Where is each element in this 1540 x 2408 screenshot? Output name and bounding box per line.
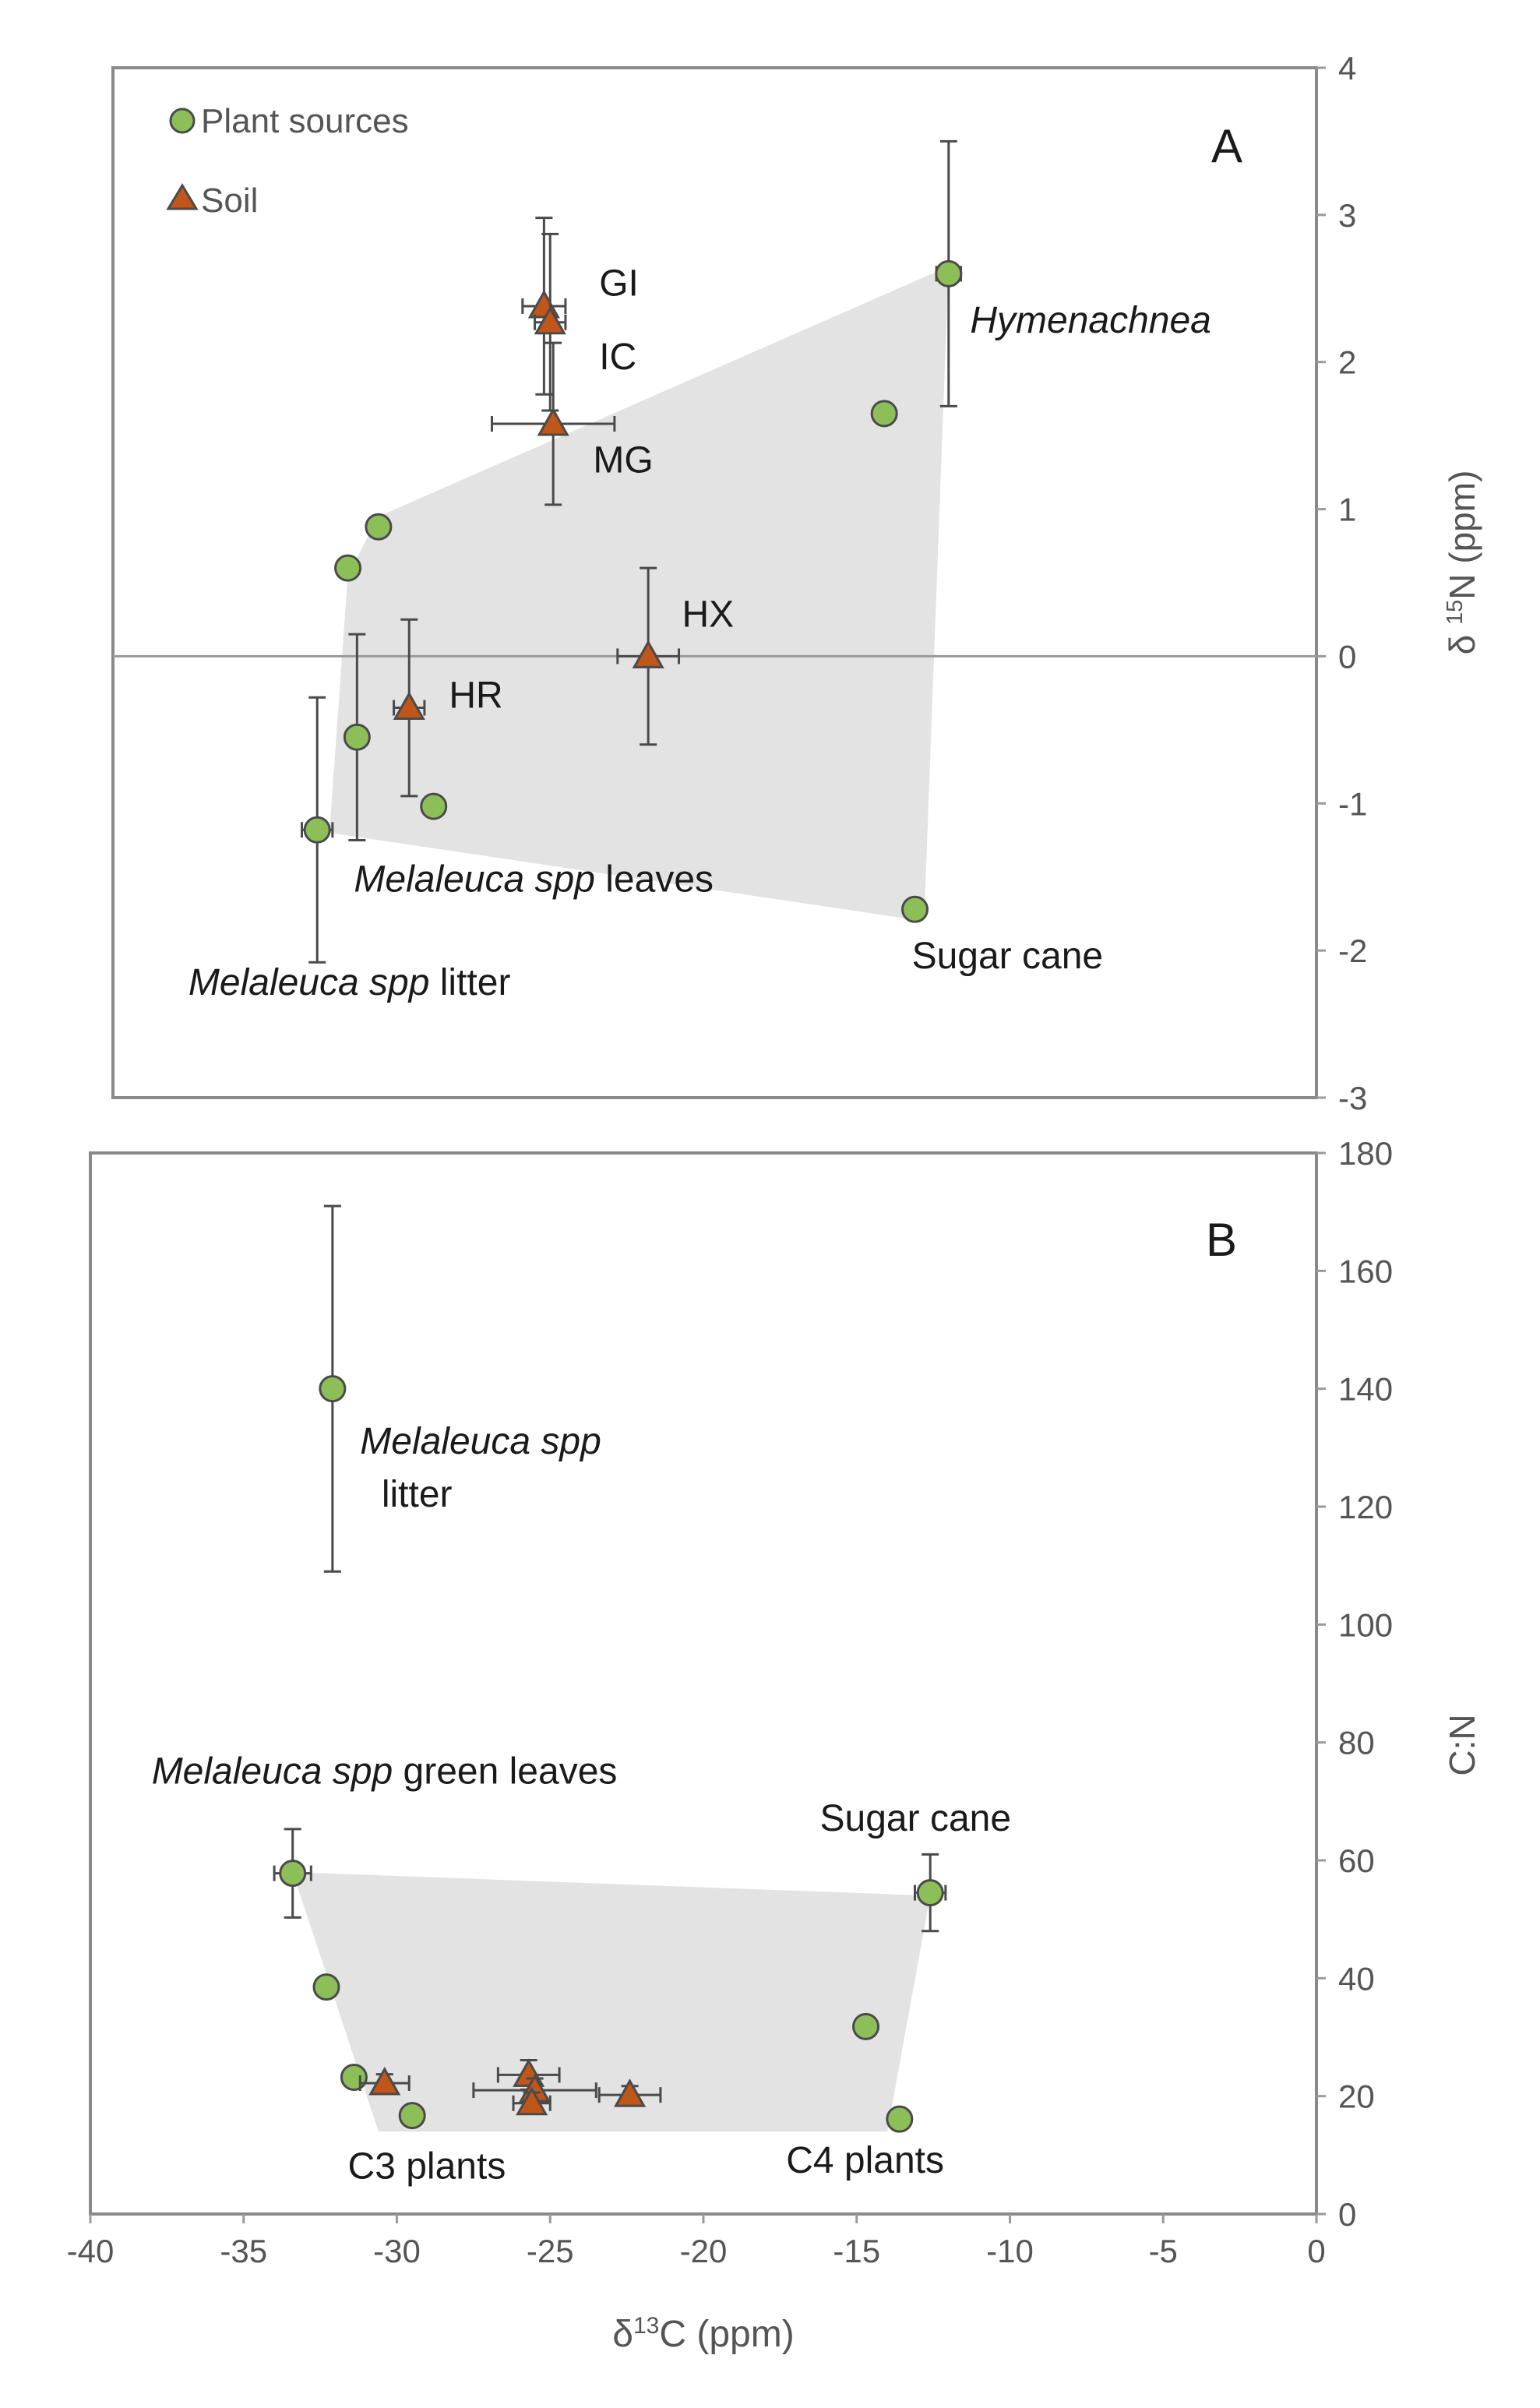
soil-point — [516, 2086, 548, 2116]
soil-point — [393, 691, 425, 721]
annotation-label: litter — [382, 1474, 453, 1515]
y-tick-label-a: 2 — [1338, 344, 1356, 381]
annotation-label: Melaleuca spp — [360, 1421, 601, 1462]
y-tick-label-b: 60 — [1338, 1842, 1375, 1879]
x-tick-label: -40 — [67, 2233, 115, 2269]
panel-b-label: B — [1206, 1214, 1237, 1266]
panel-a-frame — [111, 66, 1318, 1099]
plant-source-point — [901, 895, 929, 923]
x-tick-label: -5 — [1149, 2233, 1178, 2269]
y-tick-label-b: 180 — [1338, 1135, 1393, 1172]
plant-source-point — [870, 400, 898, 428]
annotation-label: Sugar cane — [820, 1798, 1012, 1839]
x-axis-title-prefix: δ — [612, 2314, 633, 2355]
plant-source-point — [886, 2105, 914, 2133]
hull-area-a — [329, 266, 949, 922]
x-tick-label: -35 — [220, 2233, 267, 2269]
legend-soil-label: Soil — [201, 182, 258, 220]
plant-source-point — [303, 816, 331, 844]
plant-source-point — [279, 1860, 307, 1888]
soil-point — [534, 305, 566, 335]
x-axis: δ13C (ppm) -40 -35 -30 -25 -20 -15 -10 -5 0 — [67, 2214, 1326, 2355]
y-axis-title-a-prefix: δ — [1442, 625, 1482, 654]
annotation-italic-part: Melaleuca spp — [189, 962, 430, 1003]
y-tick-label-b: 100 — [1338, 1606, 1393, 1643]
soil-point — [632, 640, 664, 668]
annotation-label: Sugar cane — [912, 936, 1104, 977]
annotation-label: C4 plants — [786, 2140, 944, 2181]
soil-point — [537, 407, 569, 436]
plant-source-point — [312, 1973, 340, 2001]
y-tick-label-a: 0 — [1338, 638, 1356, 675]
plant-source-point — [343, 723, 371, 751]
plant-source-point — [365, 513, 393, 541]
annotation-label: IC — [599, 337, 636, 378]
plant-source-point — [334, 554, 362, 582]
legend-plant-icon — [169, 108, 196, 134]
hull-area-b — [292, 1872, 931, 2132]
x-axis-title: δ13C (ppm) — [612, 2313, 794, 2355]
x-axis-title-suffix: C (ppm) — [659, 2314, 794, 2355]
x-axis-title-sup: 13 — [633, 2313, 659, 2339]
plant-source-point — [340, 2063, 368, 2091]
annotation-label: HR — [449, 675, 502, 717]
x-tick-label: 0 — [1307, 2233, 1325, 2269]
soil-point — [368, 2066, 401, 2096]
y-axis-title-a-sup: 15 — [1443, 600, 1468, 625]
y-axis-title-a-suffix: N (ppm) — [1442, 471, 1482, 600]
soil-point — [613, 2078, 647, 2107]
legend: Plant sources Soil — [166, 102, 409, 220]
y-tick-label-b: 140 — [1338, 1371, 1393, 1408]
annotation-label: C3 plants — [348, 2146, 506, 2188]
x-tick-label: -15 — [833, 2233, 880, 2269]
annotation-label: Melaleuca spp leaves — [354, 859, 714, 901]
x-tick-label: -30 — [373, 2233, 421, 2269]
y-tick-label-a: -1 — [1338, 785, 1367, 822]
y-tick-label-a: -3 — [1338, 1080, 1367, 1116]
annotation-plain-part: green leaves — [393, 1751, 617, 1793]
panel-a-label: A — [1211, 120, 1242, 172]
annotation-label: Melaleuca spp green leaves — [152, 1751, 618, 1793]
panel-a: A Plant sources Soil δ 15N (ppm) -3 -2 -1 0… — [111, 50, 1482, 1116]
x-tick-label: -20 — [680, 2233, 728, 2269]
y-tick-label-a: 4 — [1338, 50, 1356, 86]
y-tick-label-a: 1 — [1338, 492, 1356, 528]
plant-source-point — [398, 2102, 426, 2130]
legend-soil-icon — [166, 183, 199, 210]
annotation-italic-part: Melaleuca spp — [360, 1421, 601, 1462]
annotation-label: Melaleuca spp litter — [189, 962, 511, 1003]
annotation-italic-part: Melaleuca spp — [152, 1751, 393, 1793]
plant-source-point — [319, 1375, 347, 1403]
y-tick-label-b: 160 — [1338, 1253, 1393, 1289]
plant-source-point — [916, 1879, 944, 1907]
y-tick-label-b: 120 — [1338, 1489, 1393, 1525]
annotation-label: HX — [682, 594, 734, 636]
y-tick-label-b: 20 — [1338, 2078, 1375, 2115]
plant-source-point — [852, 2012, 880, 2040]
plant-source-point — [935, 259, 963, 287]
annotation-label: GI — [599, 263, 639, 305]
y-tick-label-b: 40 — [1338, 1960, 1375, 1997]
plant-source-point — [420, 792, 448, 820]
legend-plant-label: Plant sources — [201, 102, 409, 140]
y-tick-label-b: 0 — [1338, 2196, 1356, 2233]
annotation-plain-part: litter — [429, 962, 510, 1003]
x-tick-label: -10 — [986, 2233, 1034, 2269]
annotation-label: Hymenachnea — [970, 300, 1211, 341]
y-tick-label-b: 80 — [1338, 1725, 1375, 1761]
y-tick-label-a: 3 — [1338, 197, 1356, 234]
annotation-label: MG — [593, 439, 653, 481]
panel-b: B C:N 0 20 40 60 80 100 120 140 160 180 Melaleuca … — [89, 1135, 1482, 2233]
y-axis-title-b: C:N — [1442, 1714, 1482, 1775]
annotation-italic-part: Melaleuca spp — [354, 859, 595, 901]
y-axis-title-a: δ 15N (ppm) — [1442, 471, 1482, 655]
y-tick-label-a: -2 — [1338, 933, 1367, 969]
x-tick-label: -25 — [527, 2233, 574, 2269]
annotation-plain-part: leaves — [595, 859, 714, 901]
